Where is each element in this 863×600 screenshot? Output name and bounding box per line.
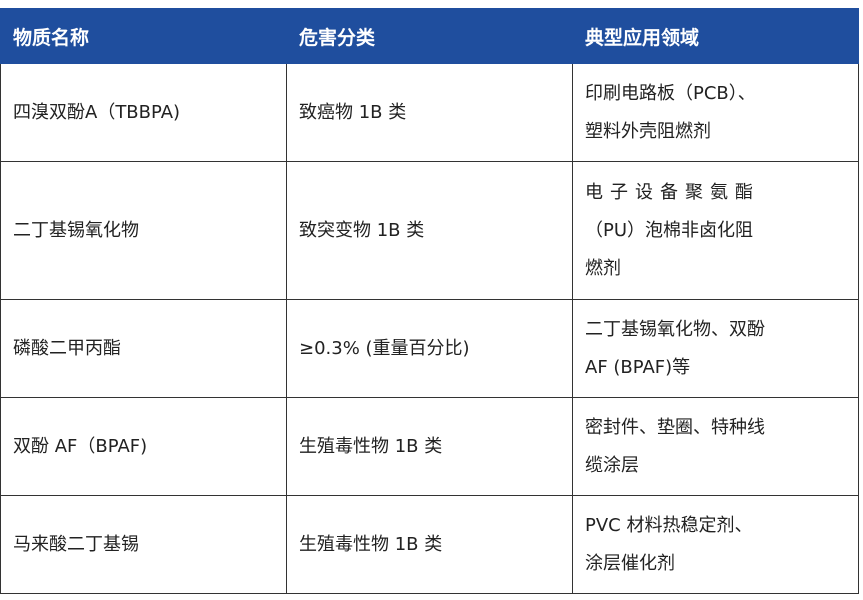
header-substance-name: 物质名称 bbox=[0, 8, 287, 64]
cell-application: 二丁基锡氧化物、双酚 AF (BPAF)等 bbox=[572, 299, 859, 398]
cell-substance-name: 双酚 AF（BPAF) bbox=[0, 397, 287, 496]
application-line: 电子设备聚氨酯 bbox=[585, 181, 760, 203]
table-row: 磷酸二甲丙酯 ≥0.3% (重量百分比) 二丁基锡氧化物、双酚 AF (BPAF… bbox=[0, 299, 859, 398]
table-row: 四溴双酚A（TBBPA) 致癌物 1B 类 印刷电路板（PCB）、 塑料外壳阻燃… bbox=[0, 63, 859, 162]
cell-substance-name: 马来酸二丁基锡 bbox=[0, 495, 287, 594]
application-line: 燃剂 bbox=[585, 257, 621, 279]
application-line: PVC 材料热稳定剂、 bbox=[585, 514, 753, 536]
header-application: 典型应用领域 bbox=[572, 8, 859, 64]
application-line: 缆涂层 bbox=[585, 454, 639, 476]
cell-application: 印刷电路板（PCB）、 塑料外壳阻燃剂 bbox=[572, 63, 859, 162]
cell-substance-name: 四溴双酚A（TBBPA) bbox=[0, 63, 287, 162]
cell-application: 密封件、垫圈、特种线 缆涂层 bbox=[572, 397, 859, 496]
application-line: AF (BPAF)等 bbox=[585, 356, 691, 378]
cell-hazard-class: 生殖毒性物 1B 类 bbox=[286, 495, 573, 594]
cell-application: PVC 材料热稳定剂、 涂层催化剂 bbox=[572, 495, 859, 594]
cell-hazard-class: ≥0.3% (重量百分比) bbox=[286, 299, 573, 398]
application-line: 涂层催化剂 bbox=[585, 552, 675, 574]
cell-substance-name: 磷酸二甲丙酯 bbox=[0, 299, 287, 398]
application-line: 塑料外壳阻燃剂 bbox=[585, 120, 711, 142]
table-row: 二丁基锡氧化物 致突变物 1B 类 电子设备聚氨酯 （PU）泡棉非卤化阻 燃剂 bbox=[0, 161, 859, 300]
cell-hazard-class: 生殖毒性物 1B 类 bbox=[286, 397, 573, 496]
table-header-row: 物质名称 危害分类 典型应用领域 bbox=[0, 8, 859, 64]
cell-substance-name: 二丁基锡氧化物 bbox=[0, 161, 287, 300]
cell-application: 电子设备聚氨酯 （PU）泡棉非卤化阻 燃剂 bbox=[572, 161, 859, 300]
header-hazard-class: 危害分类 bbox=[286, 8, 573, 64]
application-line: 印刷电路板（PCB）、 bbox=[585, 82, 756, 104]
table-row: 马来酸二丁基锡 生殖毒性物 1B 类 PVC 材料热稳定剂、 涂层催化剂 bbox=[0, 495, 859, 594]
application-line: 二丁基锡氧化物、双酚 bbox=[585, 318, 765, 340]
cell-hazard-class: 致突变物 1B 类 bbox=[286, 161, 573, 300]
cell-hazard-class: 致癌物 1B 类 bbox=[286, 63, 573, 162]
application-line: 密封件、垫圈、特种线 bbox=[585, 416, 765, 438]
application-line: （PU）泡棉非卤化阻 bbox=[585, 219, 754, 241]
table-row: 双酚 AF（BPAF) 生殖毒性物 1B 类 密封件、垫圈、特种线 缆涂层 bbox=[0, 397, 859, 496]
substance-table: 物质名称 危害分类 典型应用领域 四溴双酚A（TBBPA) 致癌物 1B 类 印… bbox=[0, 8, 859, 594]
